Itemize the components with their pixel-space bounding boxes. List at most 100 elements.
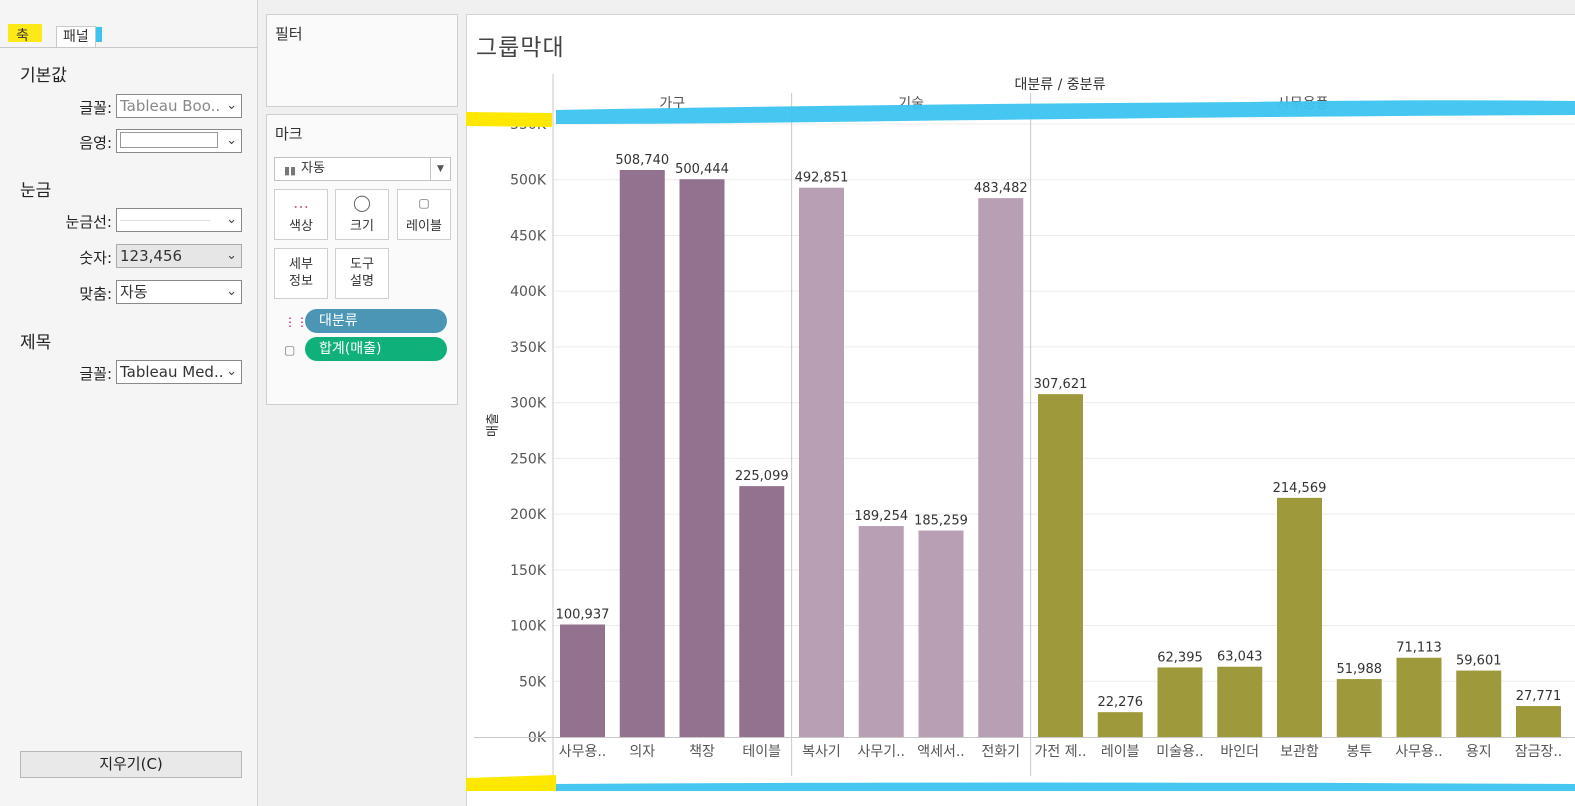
y-tick-label: 250K — [510, 451, 547, 467]
bar[interactable] — [560, 624, 605, 737]
x-category-label: 가전 제.. — [1035, 744, 1087, 760]
bar-value-label: 71,113 — [1396, 641, 1442, 656]
x-category-label: 사무기.. — [857, 744, 905, 760]
highlight-blue-bottom — [556, 782, 1575, 791]
color-button[interactable]: … 색상 — [274, 189, 328, 240]
x-category-label: 봉투 — [1346, 744, 1372, 760]
font-dropdown[interactable]: Tableau Boo.. ⌄ — [116, 94, 242, 118]
bar[interactable] — [1336, 679, 1382, 737]
bar[interactable] — [1516, 706, 1561, 737]
bar[interactable] — [739, 486, 785, 737]
detail-button[interactable]: 세부 정보 — [274, 248, 328, 299]
highlight-marks — [466, 100, 1575, 791]
x-category-label: 테이블 — [742, 744, 781, 760]
bar-chart-icon: ▮▮ — [284, 164, 297, 177]
bar-value-label: 189,254 — [854, 509, 908, 524]
x-category-label: 전화기 — [981, 744, 1020, 760]
x-category-label: 사무용.. — [559, 744, 607, 760]
chevron-down-icon: ⌄ — [226, 284, 237, 299]
chevron-down-icon: ⌄ — [226, 212, 237, 227]
tab-axis[interactable]: 축 — [16, 28, 29, 44]
text-icon: ▢ — [418, 196, 430, 210]
highlight-yellow-top — [466, 112, 552, 127]
bar[interactable] — [1157, 667, 1203, 737]
x-category-label: 사무용.. — [1395, 744, 1443, 760]
y-axis: 0K50K100K150K200K250K300K350K400K450K500… — [474, 74, 1575, 776]
align-label: 맞춤: — [79, 285, 112, 303]
bar[interactable] — [858, 526, 904, 737]
bar[interactable] — [1038, 394, 1083, 737]
x-category-label: 미술용.. — [1156, 744, 1204, 760]
pill-sum-sales[interactable]: 합계(매출) — [305, 337, 447, 361]
y-tick-label: 50K — [519, 674, 547, 690]
format-pane: 축 패널 기본값 글꼴: Tableau Boo.. ⌄ 음영: ⌄ 눈금 눈금… — [0, 0, 258, 806]
bar-value-label: 483,482 — [974, 181, 1028, 196]
tooltip-button[interactable]: 도구 설명 — [335, 248, 389, 299]
bar-value-label: 100,937 — [556, 608, 610, 623]
bar-value-label: 225,099 — [735, 469, 789, 484]
highlight-blue-top — [556, 100, 1575, 124]
y-tick-label: 150K — [510, 563, 547, 579]
bar[interactable] — [679, 179, 725, 737]
y-tick-label: 100K — [510, 619, 547, 635]
bar[interactable] — [918, 530, 964, 737]
highlight-axis-tab — [8, 24, 42, 42]
marks-title: 마크 — [275, 125, 303, 143]
section-heading-title: 제목 — [20, 333, 52, 353]
gridline-dropdown[interactable]: ⌄ — [116, 208, 242, 232]
bar-value-label: 63,043 — [1217, 650, 1263, 665]
mark-type-dropdown[interactable]: ▮▮ 자동 ▼ — [274, 157, 451, 181]
bars: 100,937 508,740 500,444 225,099 492,851 189,2… — [556, 153, 1562, 737]
dropdown-arrow-icon: ▼ — [430, 158, 450, 180]
section-defaults-title: 기본값 — [20, 66, 67, 86]
bar[interactable] — [1097, 712, 1143, 737]
marks-card: 마크 ▮▮ 자동 ▼ … 색상 ◯ 크기 ▢ 레이블 세부 정보 도구 설명 ⋮… — [266, 114, 458, 405]
bar[interactable] — [799, 187, 844, 737]
label-button[interactable]: ▢ 레이블 — [397, 189, 451, 240]
y-tick-label: 400K — [510, 284, 547, 300]
color-dots-icon: … — [293, 193, 309, 212]
number-label: 숫자: — [79, 249, 112, 267]
chevron-down-icon: ⌄ — [226, 98, 237, 113]
clear-button[interactable]: 지우기(C) — [20, 751, 242, 778]
chevron-down-icon: ⌄ — [226, 248, 237, 263]
bar[interactable] — [978, 198, 1024, 737]
bar[interactable] — [619, 169, 665, 737]
bar[interactable] — [1456, 670, 1502, 737]
x-category-label: 레이블 — [1101, 744, 1140, 760]
bar-value-label: 59,601 — [1456, 654, 1502, 669]
x-category-label: 의자 — [629, 744, 655, 760]
color-dots-icon: ⋮⋮ — [284, 315, 308, 329]
y-tick-label: 500K — [510, 173, 547, 189]
x-category-label: 복사기 — [802, 744, 841, 760]
bar-value-label: 185,259 — [914, 514, 968, 529]
column-header: 대분류 / 중분류 — [1015, 77, 1106, 93]
bar[interactable] — [1277, 497, 1322, 737]
filters-card[interactable]: 필터 — [266, 14, 458, 107]
label-button-label: 레이블 — [406, 219, 442, 234]
bar-value-label: 22,276 — [1098, 695, 1144, 710]
bar-value-label: 62,395 — [1157, 650, 1203, 665]
heading-font-dropdown[interactable]: Tableau Med.. ⌄ — [116, 360, 242, 384]
chevron-down-icon: ⌄ — [226, 133, 237, 148]
heading-font-value: Tableau Med.. — [120, 363, 224, 381]
y-tick-label: 300K — [510, 396, 547, 412]
y-axis-title: 매출 — [486, 413, 501, 437]
pill-category[interactable]: 대분류 — [305, 309, 447, 333]
x-category-label: 잠금장.. — [1515, 744, 1563, 760]
x-category-label: 용지 — [1466, 744, 1492, 760]
tab-pane[interactable]: 패널 — [56, 26, 96, 48]
bar[interactable] — [1396, 657, 1442, 737]
bar[interactable] — [1217, 666, 1263, 737]
highlight-yellow-bottom — [466, 775, 556, 791]
bar-value-label: 214,569 — [1273, 481, 1327, 496]
shade-dropdown[interactable]: ⌄ — [116, 129, 242, 153]
number-format-dropdown[interactable]: 123,456 ⌄ — [116, 244, 242, 268]
size-button[interactable]: ◯ 크기 — [335, 189, 389, 240]
y-tick-label: 200K — [510, 507, 547, 523]
x-category-label: 책장 — [689, 744, 715, 760]
align-dropdown[interactable]: 자동 ⌄ — [116, 280, 242, 304]
bar-value-label: 27,771 — [1516, 689, 1562, 704]
size-circles-icon: ◯ — [353, 193, 371, 212]
